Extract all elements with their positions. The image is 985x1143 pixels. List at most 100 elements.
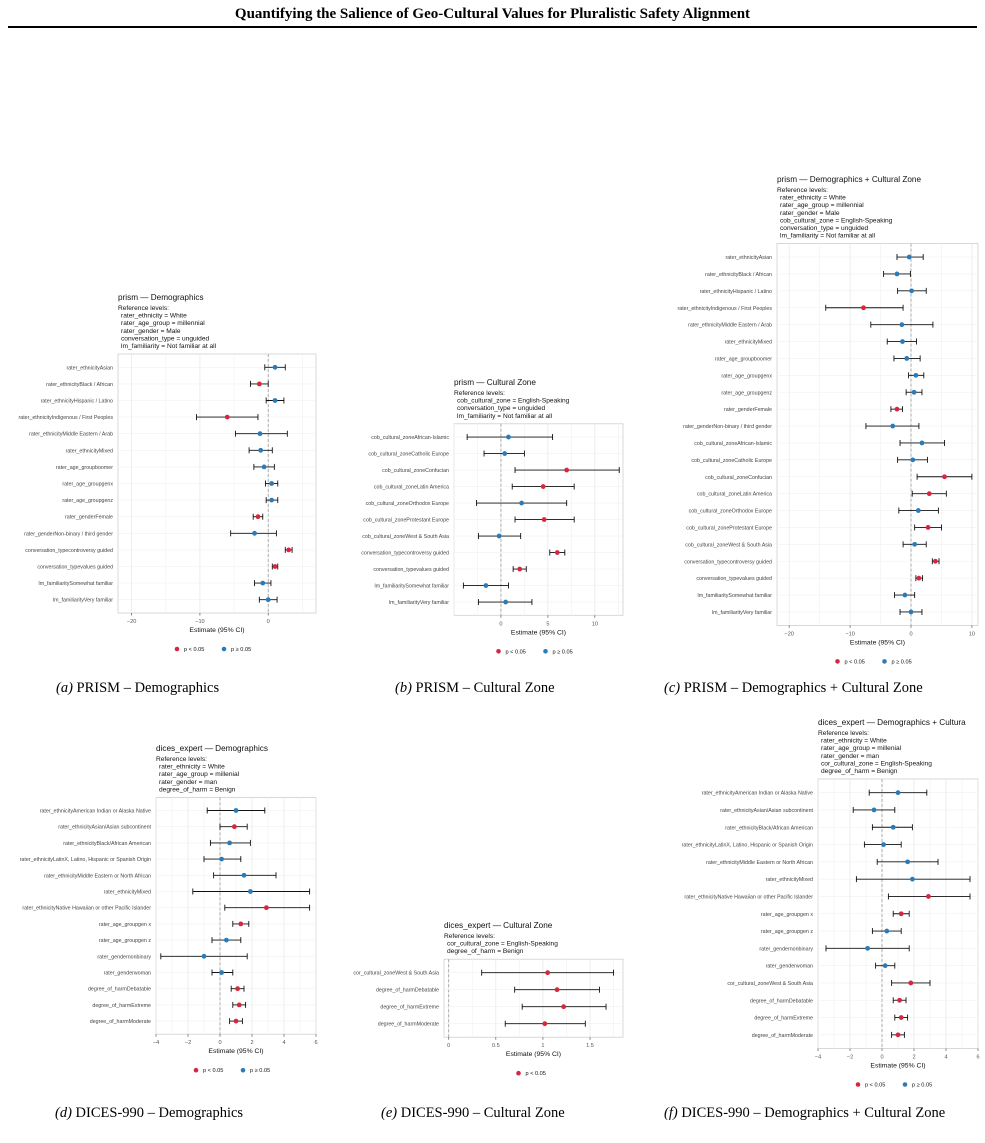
estimate-point	[238, 921, 244, 927]
x-tick-label: 6	[314, 1040, 317, 1046]
estimate-point	[900, 339, 905, 344]
term-label: cob_cultural_zoneAfrican-Islamic	[371, 435, 449, 441]
x-tick-label: 0	[880, 1055, 883, 1061]
legend-ns-label: p ≥ 0.05	[250, 1068, 270, 1074]
estimate-point	[865, 945, 870, 951]
x-axis-label: Estimate (95% CI)	[506, 1051, 561, 1058]
estimate-point	[201, 953, 207, 959]
term-label: rater_age_groupgen x	[99, 922, 151, 928]
term-label: cor_cultural_zoneWest & South Asia	[353, 971, 439, 977]
estimate-point	[265, 597, 271, 603]
term-label: rater_ethnicityMixed	[766, 877, 813, 883]
reference-line: cob_cultural_zone = English-Speaking	[780, 217, 893, 224]
reference-line: lm_familiarity = Not familiar at all	[457, 413, 553, 420]
estimate-point	[905, 859, 910, 865]
caption-c: (c) PRISM – Demographics + Cultural Zone	[664, 680, 984, 697]
estimate-point	[257, 431, 263, 437]
term-label: cob_cultural_zoneWest & South Asia	[362, 534, 449, 540]
caption-f-tag: (f)	[664, 1105, 678, 1121]
term-label: lm_familiarityVery familiar	[53, 598, 113, 604]
estimate-point	[564, 467, 570, 473]
term-label: rater_genderwoman	[766, 964, 813, 970]
estimate-point	[919, 440, 925, 446]
term-label: rater_genderNon-binary / third gender	[24, 531, 113, 537]
reference-line: rater_ethnicity = White	[821, 738, 887, 745]
estimate-point	[904, 356, 910, 361]
x-tick-label: 2	[250, 1040, 253, 1046]
term-label: rater_ethnicityMixed	[104, 890, 151, 896]
page-title: Quantifying the Salience of Geo-Cultural…	[234, 6, 751, 22]
estimate-point	[895, 1032, 901, 1038]
caption-d: (d) DICES-990 – Demographics	[55, 1105, 315, 1122]
caption-b-text: PRISM – Cultural Zone	[415, 680, 555, 696]
term-label: rater_ethnicityMiddle Eastern or North A…	[706, 860, 813, 866]
x-tick-label: 0.5	[492, 1043, 500, 1049]
reference-line: cob_cultural_zone = English-Speaking	[457, 398, 570, 405]
estimate-point	[255, 514, 261, 520]
x-tick-label: −20	[784, 631, 794, 637]
term-label: degree_of_harmExtreme	[380, 1005, 439, 1011]
term-label: lm_familiaritySomewhat familiar	[39, 581, 114, 587]
reference-line: rater_gender = Male	[121, 328, 181, 335]
estimate-point	[908, 609, 914, 615]
estimate-point	[503, 599, 509, 605]
legend-sig-label: p < 0.05	[184, 647, 204, 653]
reference-line: rater_gender = Male	[780, 210, 840, 217]
term-label: degree_of_harmDebatable	[88, 987, 151, 993]
estimate-point	[909, 288, 915, 294]
legend-sig-label: p < 0.05	[526, 1071, 546, 1077]
legend-sig-dot	[516, 1070, 521, 1076]
estimate-point	[561, 1004, 567, 1010]
term-label: rater_ethnicityBlack/African American	[725, 825, 813, 831]
legend-sig-dot	[855, 1082, 861, 1087]
legend-ns-dot	[882, 659, 887, 664]
reference-line: conversation_type = unguided	[457, 405, 545, 412]
caption-f-text: DICES-990 – Demographics + Cultural Zone	[681, 1105, 946, 1121]
term-label: rater_ethnicityNative Hawaiian or other …	[684, 894, 813, 900]
x-tick-label: 1	[541, 1043, 544, 1049]
term-label: cob_cultural_zoneOrthodox Europe	[366, 501, 449, 507]
estimate-point	[542, 1021, 548, 1027]
x-axis-label: Estimate (95% CI)	[511, 629, 566, 636]
legend-sig-dot	[174, 646, 180, 652]
estimate-point	[519, 500, 524, 506]
x-tick-label: 2	[912, 1055, 915, 1061]
caption-e-tag: (e)	[381, 1105, 398, 1121]
estimate-point	[911, 389, 917, 395]
term-label: conversation_typevalues guided	[373, 567, 449, 573]
estimate-point	[554, 987, 560, 993]
term-label: rater_ethnicityBlack / African	[46, 382, 113, 388]
estimate-point	[260, 580, 266, 586]
term-label: rater_age_groupgenz	[721, 390, 772, 396]
reference-line: rater_ethnicity = White	[780, 195, 846, 202]
estimate-point	[272, 398, 278, 403]
term-label: rater_ethnicityMixed	[725, 340, 772, 346]
x-tick-label: 0	[218, 1040, 221, 1046]
reference-line: conversation_type = unguided	[121, 335, 209, 342]
term-label: rater_ethnicityHispanic / Latino	[700, 289, 772, 295]
term-label: rater_age_groupboomer	[56, 465, 113, 471]
reference-line: rater_gender = man	[159, 779, 217, 786]
reference-line: rater_ethnicity = White	[121, 313, 187, 320]
term-label: rater_ethnicityAsian/Asian subcontinent	[58, 825, 151, 831]
estimate-point	[913, 372, 919, 378]
term-label: rater_ethnicityMiddle Eastern or North A…	[44, 873, 151, 879]
chart-title: prism — Cultural Zone	[454, 378, 536, 387]
term-label: lm_familiarityVery familiar	[389, 600, 449, 606]
reference-line: rater_age_group = millenial	[821, 745, 902, 752]
term-label: degree_of_harmDebatable	[376, 988, 439, 994]
term-label: rater_age_groupgenx	[62, 482, 113, 488]
reference-heading: Reference levels:	[156, 756, 207, 763]
term-label: degree_of_harmExtreme	[92, 1003, 151, 1009]
legend-sig-dot	[193, 1067, 199, 1073]
x-tick-label: 10	[592, 621, 598, 627]
x-tick-label: 0	[447, 1043, 450, 1049]
caption-f: (f) DICES-990 – Demographics + Cultural …	[664, 1105, 982, 1122]
x-tick-label: 4	[944, 1055, 947, 1061]
legend-ns-label: p ≥ 0.05	[912, 1083, 932, 1089]
reference-heading: Reference levels:	[818, 730, 869, 737]
plot-panel	[443, 958, 624, 1038]
legend-ns-dot	[543, 649, 548, 654]
